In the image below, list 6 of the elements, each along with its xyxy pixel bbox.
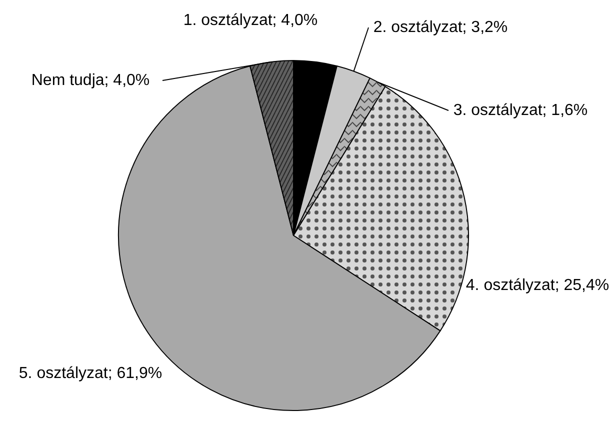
slice-label: 1. osztályzat; 4,0% [183, 12, 318, 29]
slice-label: 3. osztályzat; 1,6% [453, 102, 588, 119]
slice-label: Nem tudja; 4,0% [31, 72, 150, 89]
slice-label: 2. osztályzat; 3,2% [373, 19, 508, 36]
slice-label: 4. osztályzat; 25,4% [466, 277, 610, 294]
slice-label: 5. osztályzat; 61,9% [18, 365, 162, 382]
